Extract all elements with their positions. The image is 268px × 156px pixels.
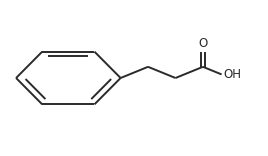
- Text: OH: OH: [224, 68, 242, 81]
- Text: O: O: [198, 37, 207, 50]
